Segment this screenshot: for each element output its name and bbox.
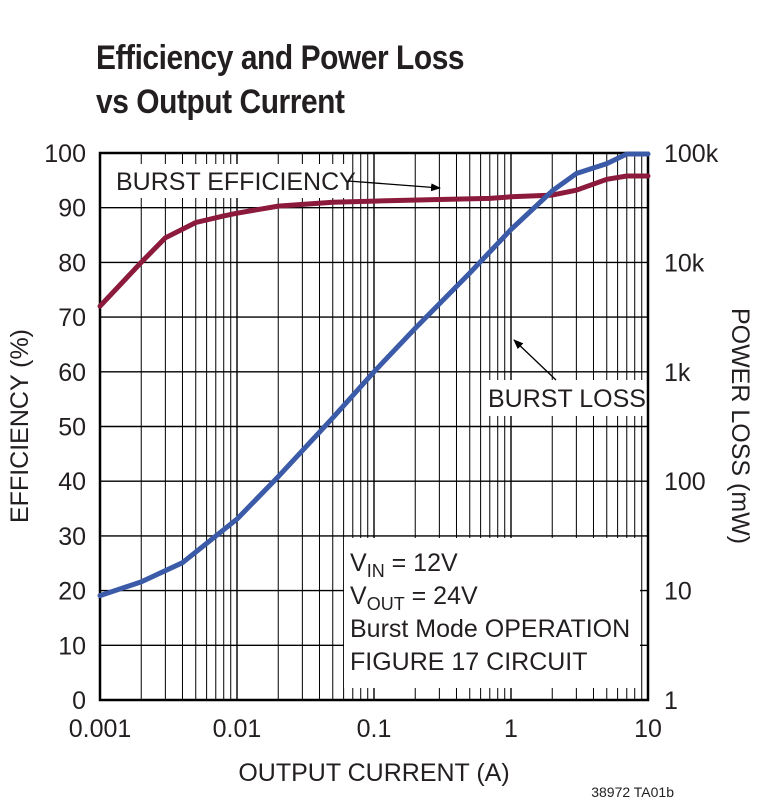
y-axis-label: EFFICIENCY (%) (6, 329, 34, 523)
y2-tick-label: 100 (664, 468, 706, 496)
figure-id: 38972 TA01b (591, 784, 674, 800)
condition-line: FIGURE 17 CIRCUIT (350, 648, 588, 676)
conditions-bg (344, 538, 640, 688)
condition-main: FIGURE 17 CIRCUIT (350, 648, 588, 676)
x-tick-label: 0.01 (213, 715, 262, 743)
x-tick-label: 0.001 (69, 715, 132, 743)
x-tick-label: 10 (634, 715, 662, 743)
condition-subscript: IN (367, 561, 385, 581)
y2-axis-ticks: 1 10 100 1k 10k 100k (664, 140, 719, 715)
y2-tick-label: 10k (664, 249, 705, 277)
y2-tick-label: 100k (664, 140, 719, 168)
y-tick-label: 90 (58, 195, 86, 223)
y-tick-label: 20 (58, 578, 86, 606)
condition-line: Burst Mode OPERATION (350, 615, 630, 643)
loss-label-bg (482, 380, 646, 416)
y2-axis-label: POWER LOSS (mW) (726, 308, 754, 544)
y-tick-label: 30 (58, 523, 86, 551)
y-tick-label: 0 (72, 687, 86, 715)
condition-main: V (350, 582, 367, 610)
y-tick-label: 50 (58, 414, 86, 442)
y-tick-label: 70 (58, 304, 86, 332)
y-tick-label: 60 (58, 359, 86, 387)
chart-title: Efficiency and Power Loss vs Output Curr… (96, 36, 465, 124)
data-series (97, 151, 651, 599)
y-tick-label: 100 (44, 140, 86, 168)
condition-line: VOUT = 24V (350, 582, 478, 614)
loss-label: BURST LOSS (488, 385, 646, 413)
y2-tick-label: 10 (664, 578, 692, 606)
y-axis-ticks: 0 10 20 30 40 50 60 70 80 90 100 (44, 140, 86, 715)
y-tick-label: 10 (58, 632, 86, 660)
efficiency-line (97, 173, 651, 309)
condition-value: = 12V (385, 549, 458, 577)
y2-tick-label: 1k (664, 359, 691, 387)
efficiency-arrow (347, 180, 441, 192)
condition-line: VIN = 12V (350, 549, 458, 581)
power-loss-line (97, 151, 651, 599)
y-tick-label: 40 (58, 468, 86, 496)
x-tick-label: 1 (504, 715, 518, 743)
chart-title-line-2: vs Output Current (96, 83, 345, 121)
y-tick-label: 80 (58, 249, 86, 277)
condition-main: V (350, 549, 367, 577)
x-axis-label: OUTPUT CURRENT (A) (238, 759, 509, 787)
chart-title-line-1: Efficiency and Power Loss (96, 39, 465, 77)
y2-tick-label: 1 (664, 687, 678, 715)
x-axis-ticks: 0.001 0.01 0.1 1 10 (69, 715, 662, 743)
condition-value: = 24V (405, 582, 478, 610)
x-tick-label: 0.1 (357, 715, 392, 743)
efficiency-label-bg (112, 164, 346, 198)
condition-main: Burst Mode OPERATION (350, 615, 630, 643)
plot-frame (98, 151, 650, 702)
condition-subscript: OUT (367, 594, 405, 614)
loss-arrow (513, 339, 557, 381)
efficiency-label: BURST EFFICIENCY (116, 168, 356, 196)
